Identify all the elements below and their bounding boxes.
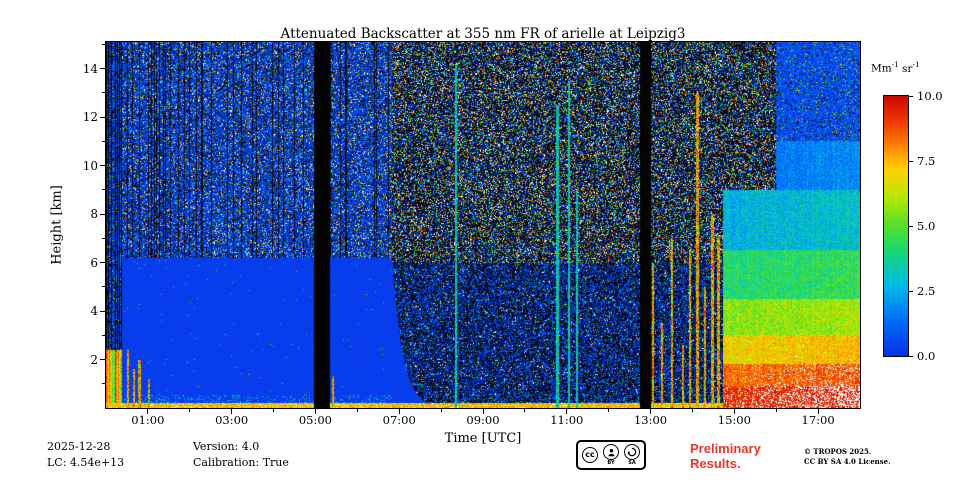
cc-by-person-icon [603,444,619,460]
cc-logo-icon: cc [582,447,598,463]
y-tick-label: 12 [82,110,98,125]
cc-by-label: BY [607,460,615,466]
cc-license-badge: cc BY SA [576,440,646,470]
colorbar-tick-label: 7.5 [917,153,936,168]
copyright-note: © TROPOS 2025. CC BY SA 4.0 License. [804,447,891,466]
y-minor-tick [102,189,105,191]
y-tick-label: 4 [90,304,98,319]
colorbar-unit-label: Mm-1 sr-1 [871,60,920,75]
x-tick-label: 03:00 [215,413,249,427]
x-tick [398,409,400,414]
version-label: Version: 4.0 [193,440,260,453]
x-tick-label: 07:00 [382,413,416,427]
x-tick [817,409,819,414]
y-tick-label: 10 [82,158,98,173]
y-tick [100,262,105,264]
x-tick-label: 13:00 [633,413,668,427]
cc-sa-arrow-icon [624,444,640,460]
cc-sa-label: SA [628,460,636,466]
x-tick [566,409,568,414]
y-tick [100,310,105,312]
preliminary-note: Preliminary Results. [690,441,761,471]
y-minor-tick [102,92,105,94]
date-label: 2025-12-28 [47,440,111,453]
heatmap-plot [106,42,860,408]
y-tick [100,68,105,70]
cc-logo: cc [582,447,598,463]
colorbar-tick [909,355,913,357]
x-tick-label: 11:00 [550,413,584,427]
colorbar-tick [909,160,913,162]
x-tick-label: 05:00 [298,413,333,427]
x-minor-tick [691,409,693,412]
colorbar-tick-label: 10.0 [917,88,943,103]
y-tick-label: 14 [82,61,98,76]
x-minor-tick [608,409,610,412]
x-minor-tick [440,409,442,412]
y-tick [100,165,105,167]
y-minor-tick [102,286,105,288]
y-minor-tick [102,140,105,142]
x-tick-label: 17:00 [801,413,835,427]
x-axis-label: Time [UTC] [444,431,522,446]
x-minor-tick [189,409,191,412]
colorbar-tick [909,225,913,227]
lidar-constant-label: LC: 4.54e+13 [47,456,125,469]
y-tick [100,213,105,215]
x-minor-tick [524,409,526,412]
cc-by: BY [603,444,619,466]
cc-sa: SA [624,444,640,466]
y-minor-tick [102,383,105,385]
y-tick-label: 6 [90,255,98,270]
x-minor-tick [356,409,358,412]
calibration-label: Calibration: True [193,456,289,469]
x-tick [231,409,233,414]
y-tick-label: 8 [90,207,98,222]
x-minor-tick [775,409,777,412]
y-axis-label: Height [km] [49,185,65,265]
y-minor-tick [102,237,105,239]
x-tick-label: 15:00 [717,413,751,427]
y-tick-label: 2 [90,352,98,367]
x-tick [650,409,652,414]
x-minor-tick [273,409,275,412]
colorbar-tick-label: 5.0 [917,218,936,233]
y-tick [100,116,105,118]
x-tick-label: 01:00 [131,413,165,427]
x-tick [147,409,149,414]
colorbar [884,96,908,356]
page-title: Attenuated Backscatter at 355 nm FR of a… [280,26,686,42]
y-minor-tick [102,334,105,336]
colorbar-tick [909,290,913,292]
y-tick [100,359,105,361]
x-tick-label: 09:00 [466,413,500,427]
colorbar-tick [909,95,913,97]
x-tick [314,409,316,414]
colorbar-tick-label: 0.0 [917,348,936,363]
x-tick [482,409,484,414]
y-minor-tick [102,43,105,45]
x-tick [733,409,735,414]
colorbar-tick-label: 2.5 [917,283,936,298]
